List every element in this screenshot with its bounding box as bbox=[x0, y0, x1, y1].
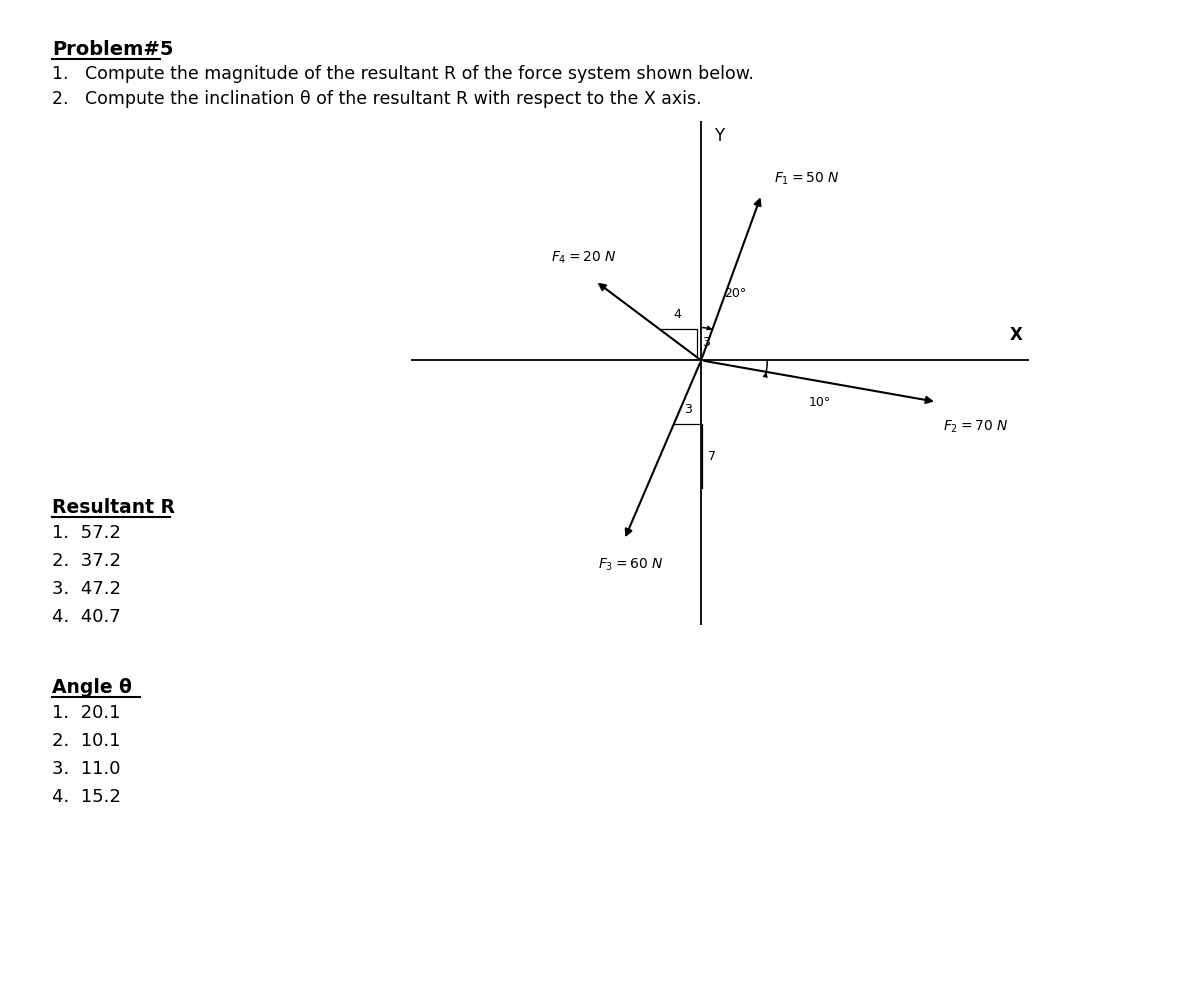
Text: 3.  47.2: 3. 47.2 bbox=[52, 580, 121, 598]
Text: 3.  11.0: 3. 11.0 bbox=[52, 760, 120, 778]
Text: $F_4 = 20$ N: $F_4 = 20$ N bbox=[551, 249, 617, 266]
Text: 2.  37.2: 2. 37.2 bbox=[52, 552, 121, 570]
Text: 3: 3 bbox=[684, 403, 691, 416]
Text: $F_1 = 50$ N: $F_1 = 50$ N bbox=[774, 170, 840, 187]
Text: Resultant R: Resultant R bbox=[52, 498, 175, 517]
Text: 20°: 20° bbox=[724, 287, 746, 300]
Text: 1.  57.2: 1. 57.2 bbox=[52, 524, 121, 542]
Text: 2.  10.1: 2. 10.1 bbox=[52, 732, 120, 750]
Text: 10°: 10° bbox=[809, 396, 830, 408]
Text: 4: 4 bbox=[673, 308, 682, 321]
Text: 2.   Compute the inclination θ of the resultant R with respect to the X axis.: 2. Compute the inclination θ of the resu… bbox=[52, 90, 702, 108]
Text: 7: 7 bbox=[708, 450, 716, 463]
Text: $F_2 = 70$ N: $F_2 = 70$ N bbox=[943, 418, 1009, 434]
Text: X: X bbox=[1009, 326, 1022, 344]
Text: 4.  40.7: 4. 40.7 bbox=[52, 608, 121, 626]
Text: $F_3 = 60$ N: $F_3 = 60$ N bbox=[598, 556, 664, 573]
Text: 4.  15.2: 4. 15.2 bbox=[52, 788, 121, 806]
Text: 1.   Compute the magnitude of the resultant R of the force system shown below.: 1. Compute the magnitude of the resultan… bbox=[52, 65, 754, 83]
Text: 3: 3 bbox=[702, 336, 709, 349]
Text: Angle θ: Angle θ bbox=[52, 678, 132, 697]
Text: Y: Y bbox=[714, 127, 724, 145]
Text: Problem#5: Problem#5 bbox=[52, 40, 174, 59]
Text: 1.  20.1: 1. 20.1 bbox=[52, 704, 120, 722]
